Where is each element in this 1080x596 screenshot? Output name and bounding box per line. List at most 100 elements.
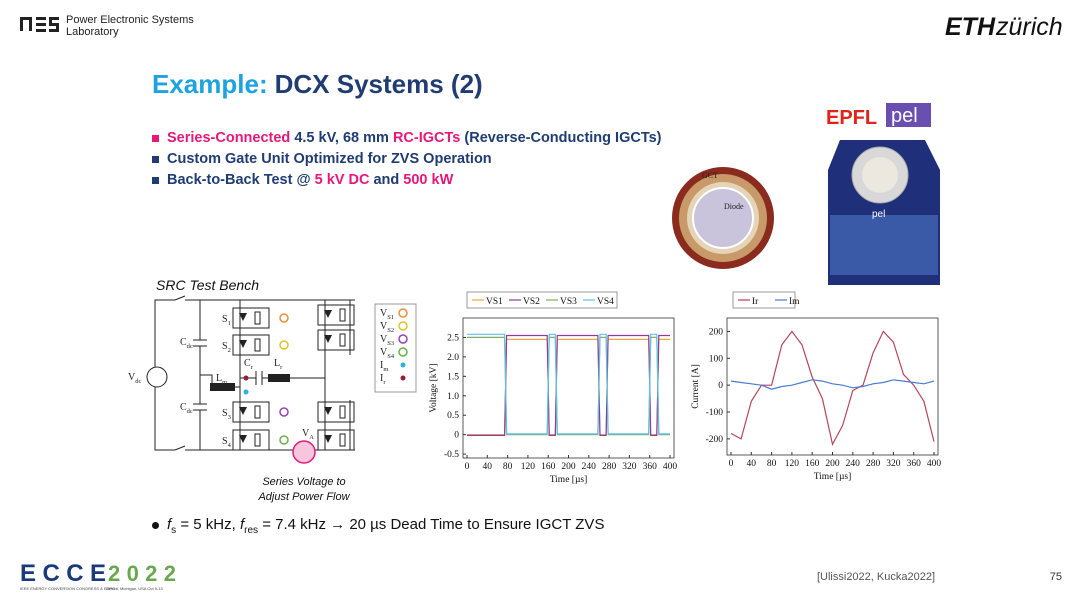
probe-label-sub: r — [383, 379, 386, 386]
x-tick-label: 240 — [582, 462, 597, 472]
lab-name: Laboratory — [66, 26, 119, 38]
switch-diode — [239, 340, 247, 348]
probe-legend-marker — [398, 308, 408, 318]
bullet-text: and — [369, 172, 404, 188]
bullet-text: Back-to-Back Test @ — [167, 172, 315, 188]
y-tick-label: -200 — [706, 435, 724, 445]
y-tick-label: -0.5 — [444, 450, 459, 460]
switch-box — [232, 429, 270, 451]
switch-diode — [239, 407, 247, 415]
note-text: res — [244, 525, 259, 536]
y-tick-label: 1.5 — [447, 372, 459, 382]
circuit-label: Lr — [274, 358, 283, 371]
probe-marker — [279, 435, 289, 445]
probe-marker — [279, 340, 289, 350]
circuit-label-main: V — [128, 372, 136, 383]
logo-stroke — [36, 29, 46, 32]
note-text: f — [167, 516, 172, 533]
circuit-label-sub: r — [251, 364, 254, 371]
logo-stroke — [49, 17, 52, 25]
bullet-list: Series-Connected 4.5 kV, 68 mm RC-IGCTs … — [152, 128, 662, 191]
switch-box — [232, 401, 270, 423]
logo-stroke — [20, 17, 23, 31]
ecce-year: 2022 — [108, 561, 176, 586]
x-tick-label: 360 — [643, 462, 658, 472]
pel-logo: pel — [891, 105, 918, 127]
circuit-label: Lm — [216, 373, 227, 386]
circuit-label-sub: 2 — [228, 347, 231, 354]
logo-stroke — [49, 23, 59, 26]
probe-label: VS4 — [380, 347, 395, 360]
data-line — [730, 330, 935, 447]
slide-title: Example: DCX Systems (2) — [152, 69, 483, 99]
x-tick-label: 80 — [767, 459, 777, 469]
ecce-logo: ECCE — [20, 560, 106, 587]
circuit-label-sub: r — [280, 364, 283, 371]
switch-diode — [324, 435, 332, 443]
note-text: = 5 kHz, — [176, 516, 240, 533]
switch-gate — [339, 308, 346, 322]
x-tick-label: 280 — [866, 459, 881, 469]
circuit-label: Cdc — [180, 402, 193, 415]
y-tick-label: -100 — [706, 408, 724, 418]
x-axis-label: Time [µs] — [814, 472, 852, 482]
switch-gate — [339, 405, 346, 419]
probe-marker — [243, 375, 249, 381]
circuit-label-main: C — [180, 402, 187, 413]
x-tick-label: 80 — [503, 462, 513, 472]
probe-label-sub: S1 — [387, 314, 394, 321]
x-tick-label: 160 — [541, 462, 556, 472]
switch-blade — [174, 295, 186, 301]
probe-label-sub: S3 — [387, 340, 394, 347]
probe-label-main: V — [380, 321, 388, 332]
eth-logo: zürich — [995, 13, 1063, 41]
inductor-lm — [210, 383, 235, 391]
eth-logo: ETH — [945, 13, 996, 41]
page-number: 75 — [1050, 571, 1062, 583]
circuit-label: Cr — [244, 358, 254, 371]
probe-legend-marker — [398, 334, 408, 344]
legend-label: Im — [789, 297, 800, 307]
probe-marker — [243, 389, 249, 395]
legend-label: VS2 — [523, 297, 540, 307]
x-tick-label: 240 — [846, 459, 861, 469]
y-tick-label: 2.5 — [447, 333, 459, 343]
bullet-text: RC-IGCTs — [392, 130, 461, 146]
x-tick-label: 320 — [886, 459, 901, 469]
y-axis-label: Current [A] — [691, 364, 701, 409]
ecce-venue: Detroit, Michigan, USA Oct 9-13 — [106, 586, 163, 591]
circuit-label: Cdc — [180, 337, 193, 350]
inductor-lr — [268, 374, 290, 382]
circuit-label-main: V — [302, 428, 310, 439]
bullet-text: 500 kW — [403, 172, 454, 188]
circuit-label: S1 — [222, 314, 231, 327]
board-pcb — [830, 215, 938, 275]
logo-stroke — [36, 23, 46, 26]
y-tick-label: 1.0 — [447, 392, 459, 402]
x-tick-label: 160 — [805, 459, 820, 469]
switch-gate — [339, 333, 346, 347]
probe-legend-marker — [398, 321, 408, 331]
switch-diode — [239, 313, 247, 321]
x-tick-label: 400 — [663, 462, 678, 472]
circuit-label-main: L — [274, 358, 280, 369]
probe-label-sub: m — [383, 366, 388, 373]
x-tick-label: 400 — [927, 459, 942, 469]
switch-box — [232, 307, 270, 329]
probe-label: VS1 — [380, 308, 394, 321]
probe-label: Im — [380, 360, 388, 373]
switch-box — [317, 329, 355, 351]
switch-diode — [324, 335, 332, 343]
x-tick-label: 120 — [521, 462, 536, 472]
x-tick-label: 320 — [622, 462, 637, 472]
x-tick-label: 200 — [561, 462, 576, 472]
circuit-label-sub: dc — [187, 408, 193, 415]
circuit-label: S2 — [222, 341, 231, 354]
circuit-label-sub: dc — [187, 343, 193, 350]
probe-marker — [279, 313, 289, 323]
bullet-text: 5 kV DC — [314, 172, 370, 188]
lab-name: Power Electronic Systems — [66, 14, 194, 26]
photo-label: Diode — [724, 202, 744, 211]
logo-stroke — [29, 17, 32, 31]
note-text: s — [171, 525, 177, 536]
